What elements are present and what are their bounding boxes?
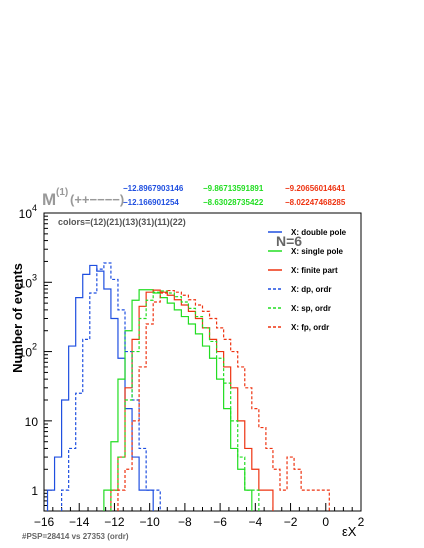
legend-entry: X: finite part xyxy=(291,266,338,275)
header-value: −12.166901254 xyxy=(123,198,179,207)
footer-text: #PSP=28414 vs 27353 (ordr) xyxy=(22,532,129,541)
values-row-2: −12.166901254 −8.63028735422 −8.0224746828… xyxy=(123,198,346,207)
series-line xyxy=(110,290,260,511)
header-value: −8.63028735422 xyxy=(203,198,264,207)
x-tick-label: −8 xyxy=(178,515,192,529)
n-label: N=6 xyxy=(276,233,302,249)
y-tick-label: 10 xyxy=(19,276,33,290)
x-tick-label: −6 xyxy=(213,515,227,529)
y-tick-label: 1 xyxy=(31,484,38,498)
series-line xyxy=(110,289,274,511)
legend: X: double pole X: single pole X: finite pa… xyxy=(268,228,347,332)
header-value: −12.8967903146 xyxy=(123,184,184,193)
y-tick-exponent: 2 xyxy=(32,342,37,352)
x-tick-label: −14 xyxy=(69,515,90,529)
header-args: (++−−−−) xyxy=(70,192,124,207)
header-value: −8.02247468285 xyxy=(285,198,346,207)
y-tick-label: 10 xyxy=(19,207,33,221)
header-annotation: M (1) (++−−−−) xyxy=(42,187,124,209)
legend-entry: X: fp, ordr xyxy=(291,323,329,332)
series-line xyxy=(61,262,161,511)
y-axis-title: Number of events xyxy=(10,263,25,373)
y-tick-label: 10 xyxy=(19,346,33,360)
legend-entry: X: sp, ordr xyxy=(291,304,331,313)
x-tick-label: −2 xyxy=(284,515,298,529)
header-value: −9.20656014641 xyxy=(285,184,346,193)
legend-entry: X: double pole xyxy=(291,228,347,237)
plot-frame xyxy=(43,212,362,512)
x-axis-title: εX xyxy=(342,524,357,539)
colors-text: colors=(12)(21)(13)(31)(11)(22) xyxy=(58,217,186,227)
header-label: M xyxy=(42,190,56,209)
x-tick-label: −10 xyxy=(139,515,160,529)
series-line xyxy=(117,289,330,511)
x-tick-label: −12 xyxy=(104,515,125,529)
header-superscript: (1) xyxy=(56,187,68,198)
y-tick-exponent: 4 xyxy=(32,203,37,213)
legend-entry: X: dp, ordr xyxy=(291,285,331,294)
legend-entry: X: single pole xyxy=(291,247,344,256)
x-tick-label: 0 xyxy=(322,515,329,529)
y-tick-label: 10 xyxy=(25,415,39,429)
values-row-1: −12.8967903146 −9.86713591891 −9.206560146… xyxy=(123,184,346,193)
series-layer xyxy=(46,262,330,511)
x-tick-label: −16 xyxy=(34,515,55,529)
series-line xyxy=(46,264,154,511)
header-value: −9.86713591891 xyxy=(203,184,264,193)
y-tick-exponent: 3 xyxy=(32,272,37,282)
x-tick-label: −4 xyxy=(248,515,262,529)
x-axis: −16 −14 −12 −10 −8 −6 −4 −2 0 2 xyxy=(34,503,365,529)
x-tick-label: 2 xyxy=(358,515,365,529)
